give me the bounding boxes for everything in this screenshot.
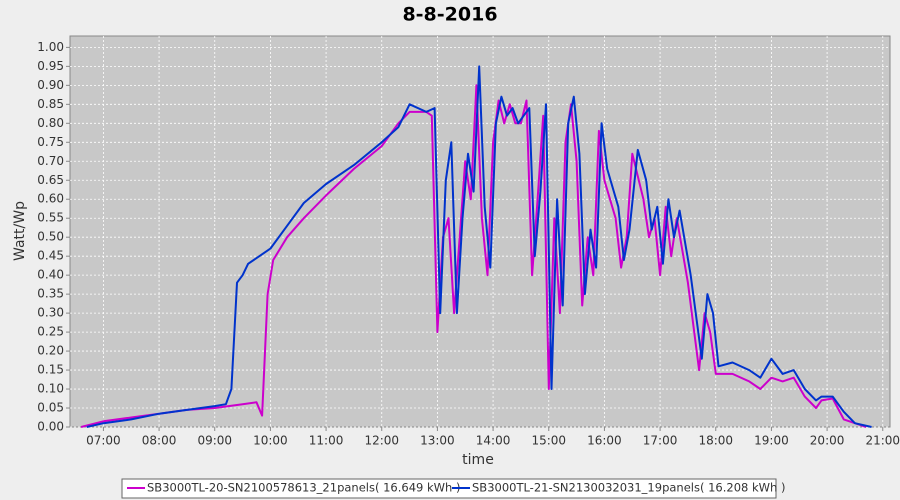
y-tick-label: 0.25 bbox=[37, 325, 64, 339]
y-tick-label: 0.20 bbox=[37, 344, 64, 358]
y-tick-label: 0.35 bbox=[37, 287, 64, 301]
x-tick-label: 12:00 bbox=[364, 434, 399, 448]
y-tick-label: 0.80 bbox=[37, 116, 64, 130]
x-axis-title: time bbox=[462, 452, 494, 468]
y-tick-label: 0.40 bbox=[37, 268, 64, 282]
series-line bbox=[86, 65, 872, 428]
y-tick-label: 0.90 bbox=[37, 78, 64, 92]
y-tick-label: 0.45 bbox=[37, 249, 64, 263]
y-tick-label: 0.95 bbox=[37, 59, 64, 73]
x-tick-label: 10:00 bbox=[253, 434, 288, 448]
y-axis-title: Watt/Wp bbox=[12, 201, 28, 261]
y-tick-label: 0.50 bbox=[37, 230, 64, 244]
x-tick-label: 16:00 bbox=[587, 434, 622, 448]
legend-label: SB3000TL-21-SN2130032031_19panels( 16.20… bbox=[472, 481, 785, 495]
x-tick-label: 14:00 bbox=[476, 434, 511, 448]
x-tick-label: 07:00 bbox=[86, 434, 121, 448]
x-tick-label: 19:00 bbox=[754, 434, 789, 448]
y-tick-label: 0.70 bbox=[37, 154, 64, 168]
x-tick-label: 20:00 bbox=[810, 434, 845, 448]
x-tick-label: 18:00 bbox=[698, 434, 733, 448]
y-tick-label: 1.00 bbox=[37, 40, 64, 54]
x-tick-label: 17:00 bbox=[643, 434, 678, 448]
y-tick-label: 0.55 bbox=[37, 211, 64, 225]
y-tick-label: 0.10 bbox=[37, 382, 64, 396]
y-tick-label: 0.30 bbox=[37, 306, 64, 320]
y-tick-label: 0.65 bbox=[37, 173, 64, 187]
legend-label: SB3000TL-20-SN2100578613_21panels( 16.64… bbox=[147, 481, 460, 495]
x-tick-label: 15:00 bbox=[531, 434, 566, 448]
y-tick-label: 0.75 bbox=[37, 135, 64, 149]
y-tick-label: 0.05 bbox=[37, 401, 64, 415]
x-tick-label: 21:00 bbox=[865, 434, 900, 448]
x-tick-label: 09:00 bbox=[197, 434, 232, 448]
legend bbox=[121, 478, 777, 499]
x-tick-label: 11:00 bbox=[309, 434, 344, 448]
x-tick-label: 13:00 bbox=[420, 434, 455, 448]
series-line bbox=[80, 84, 867, 428]
chart-title: 8-8-2016 bbox=[402, 4, 497, 26]
y-tick-label: 0.60 bbox=[37, 192, 64, 206]
x-tick-label: 08:00 bbox=[142, 434, 177, 448]
y-tick-label: 0.00 bbox=[37, 420, 64, 434]
y-tick-label: 0.15 bbox=[37, 363, 64, 377]
y-tick-label: 0.85 bbox=[37, 97, 64, 111]
